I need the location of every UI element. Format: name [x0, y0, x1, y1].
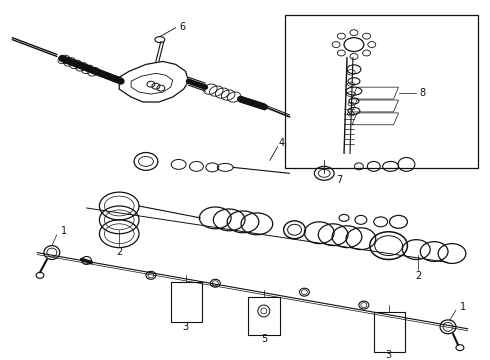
Text: 6: 6	[179, 22, 186, 32]
Bar	[171, 282, 202, 322]
Text: 4: 4	[279, 138, 285, 148]
Bar	[285, 15, 478, 168]
Text: 7: 7	[336, 175, 342, 185]
Text: 1: 1	[460, 302, 466, 312]
Text: 1: 1	[61, 226, 67, 236]
Bar	[374, 312, 405, 352]
Text: 3: 3	[182, 322, 189, 332]
Text: 8: 8	[419, 88, 425, 98]
Text: 3: 3	[386, 350, 392, 360]
Text: 5: 5	[261, 334, 267, 344]
Text: 2: 2	[116, 247, 122, 257]
Text: 2: 2	[415, 271, 421, 281]
Bar	[248, 297, 280, 335]
